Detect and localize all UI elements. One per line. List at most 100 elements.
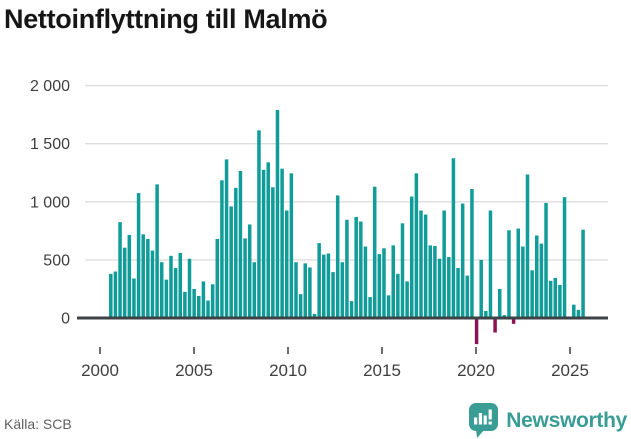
bar <box>382 248 386 318</box>
bar <box>433 245 437 318</box>
y-axis-label: 1 500 <box>30 136 70 153</box>
bar <box>220 180 224 318</box>
bar <box>507 230 511 318</box>
bar <box>275 110 280 318</box>
bar <box>479 259 483 318</box>
bar <box>183 291 187 318</box>
y-axis-label: 500 <box>43 252 70 269</box>
bar <box>335 195 340 318</box>
bar <box>511 318 516 324</box>
source-label: Källa: SCB <box>4 416 72 432</box>
bar <box>308 267 312 318</box>
bar <box>581 229 585 318</box>
bar <box>150 250 155 318</box>
bar <box>414 173 419 318</box>
bar <box>229 206 233 318</box>
bar <box>372 186 377 318</box>
bar <box>442 210 446 318</box>
bar <box>400 223 405 318</box>
newsworthy-logo[interactable]: Newsworthy <box>468 402 627 439</box>
bar <box>261 169 266 318</box>
bar <box>173 268 178 318</box>
bar <box>447 256 451 318</box>
newsworthy-icon <box>469 403 499 438</box>
bar <box>345 219 349 318</box>
bar <box>271 187 275 318</box>
bar <box>396 273 400 318</box>
bar <box>405 281 409 318</box>
bar <box>484 311 488 318</box>
bar <box>521 246 525 318</box>
bar <box>224 159 229 318</box>
bar <box>331 272 335 318</box>
x-axis-label: 2010 <box>269 361 307 380</box>
bar <box>280 168 284 318</box>
bar <box>298 294 303 318</box>
bar <box>474 318 479 345</box>
bar <box>257 130 261 318</box>
bar <box>493 318 497 333</box>
bar <box>340 262 345 318</box>
bar <box>548 280 553 318</box>
newsworthy-wordmark: Newsworthy <box>506 408 627 432</box>
bar <box>377 254 382 318</box>
bar <box>146 238 150 318</box>
bar <box>294 262 298 318</box>
bar <box>164 279 169 318</box>
bar <box>470 189 474 318</box>
bar <box>576 309 581 318</box>
bar <box>530 270 534 318</box>
bar <box>113 271 118 318</box>
bar <box>197 295 201 318</box>
bar <box>127 234 132 318</box>
bar <box>488 210 493 318</box>
bar <box>349 301 354 318</box>
bar <box>326 253 331 318</box>
bar <box>368 297 372 318</box>
bar <box>525 174 530 318</box>
x-axis-label: 2005 <box>175 361 213 380</box>
bar <box>317 243 321 318</box>
y-axis-label: 2 000 <box>30 78 70 95</box>
bar <box>303 263 308 318</box>
bar <box>423 214 428 318</box>
bar <box>354 216 358 318</box>
bar <box>451 158 456 318</box>
bar <box>363 246 368 318</box>
bar <box>312 313 317 318</box>
bar <box>178 252 182 318</box>
bar <box>456 268 460 318</box>
bar <box>192 288 196 318</box>
bar <box>465 275 470 318</box>
y-axis-label: 1 000 <box>30 194 70 211</box>
bar <box>252 262 257 318</box>
bar <box>169 255 173 318</box>
bar <box>206 300 210 318</box>
bar <box>359 221 363 318</box>
bar <box>553 277 558 318</box>
bar <box>132 278 136 318</box>
bar <box>437 258 442 318</box>
bar <box>210 284 215 318</box>
x-axis-label: 2015 <box>363 361 401 380</box>
axis-line <box>77 316 608 320</box>
bar <box>289 173 294 318</box>
bar <box>243 238 247 318</box>
bar <box>386 295 391 318</box>
bar <box>284 210 289 318</box>
bar <box>322 254 326 318</box>
bar <box>238 171 243 318</box>
bar <box>428 245 433 318</box>
bar <box>118 222 122 318</box>
x-axis-label: 2020 <box>457 361 495 380</box>
bar <box>266 162 270 318</box>
bar <box>562 197 567 318</box>
bar <box>136 193 141 318</box>
bar <box>419 210 423 318</box>
bar <box>539 243 544 318</box>
bar <box>109 273 113 318</box>
bar <box>187 258 192 318</box>
chart-title: Nettoinflyttning till Malmö <box>4 4 328 34</box>
bar <box>234 187 238 318</box>
